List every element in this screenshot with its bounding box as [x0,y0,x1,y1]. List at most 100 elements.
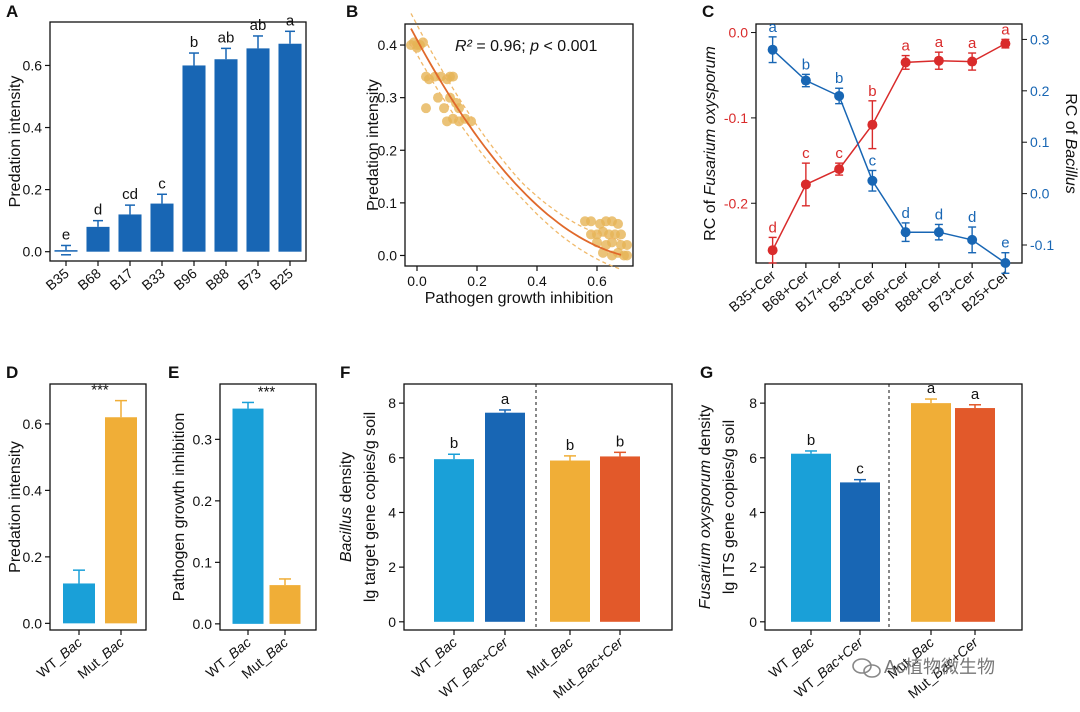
label-span: = 0.96; [472,38,530,55]
f-y-tick-label: 8 [388,395,396,411]
sig-letter-B25: a [286,12,295,29]
b-y-tick-label: 0.4 [378,37,398,53]
point-Bacillus [834,90,845,101]
b-y-tick-label: 0.0 [378,247,398,263]
f-y-tick-label: 6 [388,450,396,466]
watermark: Ac植物微生物 [850,652,1050,687]
sig-letter-Bacillus: b [802,56,810,73]
label-span: Bacillus [338,507,355,562]
sig-letter-Mut_Bac: a [927,380,936,397]
significance-stars: *** [91,382,109,399]
a-x-B88-tick-label: B88 [203,265,233,293]
sig-letter-B17: cd [122,186,138,203]
bar-Mut_Bac+Cer [600,456,640,622]
label-span: RC of [1062,93,1079,138]
bar-B25 [278,43,302,252]
b-y-tick-label: 0.3 [378,90,398,106]
ci-upper-line [410,13,622,242]
scatter-point [622,250,632,261]
c-right-tick-label: 0.2 [1030,83,1050,99]
point-Fusarium [933,55,944,66]
g-y-tick-label: 2 [749,559,757,575]
e-y-tick-label: 0.1 [193,554,213,570]
scatter-point [616,229,626,240]
scatter-point [607,237,617,248]
wechat-icon [852,658,881,678]
point-Fusarium [800,179,811,190]
sig-letter-B88: ab [218,29,235,46]
bar-WT_Bac [791,453,831,622]
panel-b-chart: 0.0 0.1 0.2 0.3 0.4 0.0 0.2 0.4 0.6 R² = 0.96; p … [365,13,634,307]
e-y-tick-label: 0.0 [193,616,213,632]
e-y-axis-label: Pathogen growth inhibition [171,413,188,602]
sig-letter-Bacillus: c [869,152,877,169]
d-y-tick-label: 0.2 [23,549,43,565]
g-y-axis-label: Fusarium oxysporum density [697,405,714,610]
sig-letter-B73: ab [250,17,267,34]
c-right-tick-label: 0.1 [1030,134,1050,150]
d-y-tick-label: 0.0 [23,615,43,631]
f-y-axis-label-2: lg target gene copies/g soil [362,412,379,602]
g-y-tick-label: 8 [749,395,757,411]
sig-letter-Mut_Bac: b [566,437,574,454]
panel-label-d: D [6,363,18,382]
sig-letter-Fusarium: a [968,35,977,52]
panel-label-g: G [700,363,713,382]
a-x-B73-tick-label: B73 [235,265,265,293]
scatter-point [622,239,632,250]
point-Fusarium [834,164,845,175]
bar-Mut_Bac [911,403,951,622]
a-x-B17-tick-label: B17 [107,265,137,293]
plot-frame [49,21,307,262]
bar-WT_Bac [232,408,264,624]
bar-WT_Bac+Cer [485,412,525,622]
bar-WT_Bac [63,583,95,624]
g-y-axis-label-2: lg ITS gene copies/g soil [721,420,738,594]
g-y-tick-label: 4 [749,504,757,520]
panel-label-e: E [168,363,179,382]
bar-B73 [246,48,270,252]
a-y-tick-label: 0.4 [23,120,43,136]
sig-letter-WT_Bac: b [807,432,815,449]
panel-label-c: C [702,2,714,21]
b-x-tick-label: 0.6 [587,273,607,289]
scatter-point [586,216,596,227]
c-right-tick-label: 0.3 [1030,31,1050,47]
scatter-point [613,218,623,229]
c-right-tick-label: -0.1 [1030,237,1054,253]
bar-B68 [86,226,110,252]
a-x-B96-tick-label: B96 [171,265,201,293]
label-span: < 0.001 [539,38,597,55]
point-Fusarium [867,119,878,130]
annotation-r2: R² [455,38,473,55]
point-Fusarium [767,245,778,256]
plot-frame [755,23,1023,264]
panel-a-chart: 0.0 0.2 0.4 0.6 e B35 d B68 cd B17 c B33 b B96 ab B88 ab… [7,12,307,293]
sig-letter-Fusarium: a [935,34,944,51]
panel-label-f: F [340,363,350,382]
label-span: Bacillus [1062,139,1079,194]
ci-lower-line [410,43,622,270]
c-right-tick-label: 0.0 [1030,186,1050,202]
sig-letter-B35: e [62,226,70,243]
sig-letter-Fusarium: a [1001,21,1010,38]
c-left-tick-label: 0.0 [729,25,749,41]
plot-frame [404,23,634,267]
a-x-B68-tick-label: B68 [75,265,105,293]
sig-letter-B96: b [190,34,198,51]
g-y-tick-label: 0 [749,614,757,630]
scatter-point [433,92,443,103]
d-y-tick-label: 0.6 [23,416,43,432]
b-x-axis-label: Pathogen growth inhibition [425,290,614,307]
fit-line [410,28,622,256]
b-annotation: R² = 0.96; p < 0.001 [455,38,597,55]
scatter-point [439,103,449,114]
b-x-tick-label: 0.2 [467,273,487,289]
bar-Mut_Bac [550,460,590,622]
bar-WT_Bac+Cer [840,482,880,622]
d-y-axis-label: Predation intensity [7,441,24,573]
sig-letter-Bacillus: b [835,70,843,87]
